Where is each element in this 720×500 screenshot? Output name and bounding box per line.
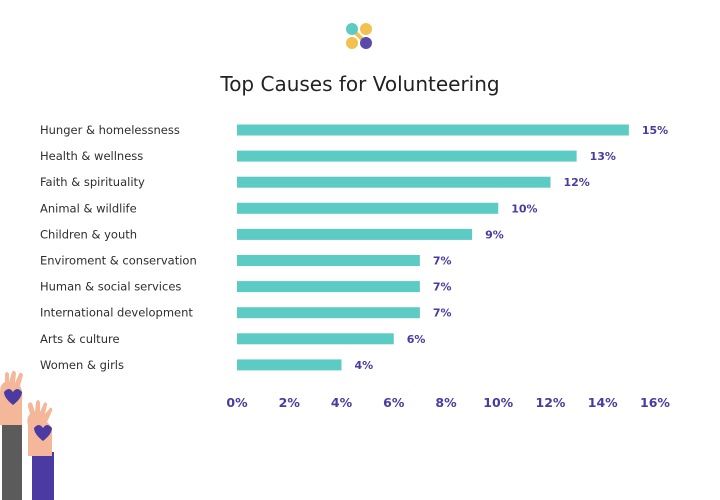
x-tick-label: 8%	[435, 395, 457, 410]
category-label: Arts & culture	[40, 332, 120, 346]
x-tick-label: 6%	[383, 395, 405, 410]
bar-value-label: 15%	[642, 124, 668, 137]
x-tick-label: 2%	[279, 395, 301, 410]
bar	[237, 124, 629, 136]
category-label: Hunger & homelessness	[40, 123, 180, 137]
x-tick-label: 14%	[588, 395, 618, 410]
x-tick-label: 16%	[640, 395, 670, 410]
brand-logo-icon	[346, 23, 372, 49]
category-label: Enviroment & conservation	[40, 254, 197, 268]
x-tick-label: 12%	[536, 395, 566, 410]
category-label: International development	[40, 306, 193, 320]
bar-value-label: 7%	[433, 255, 452, 268]
category-label: Women & girls	[40, 358, 124, 372]
bar	[237, 255, 420, 266]
bar-value-label: 4%	[355, 359, 374, 372]
category-label: Children & youth	[40, 227, 137, 241]
raised-hands-heart-illustration	[0, 370, 54, 500]
bar-value-label: 12%	[564, 176, 590, 189]
x-tick-label: 4%	[331, 395, 353, 410]
bar-value-label: 13%	[590, 150, 616, 163]
x-tick-label: 10%	[483, 395, 513, 410]
bar	[237, 228, 473, 240]
category-label: Animal & wildlife	[40, 201, 137, 215]
bar	[237, 176, 551, 188]
bar	[237, 202, 499, 214]
bar	[237, 359, 342, 371]
chart-title: Top Causes for Volunteering	[220, 72, 500, 96]
x-tick-label: 0%	[226, 395, 248, 410]
bar-chart: Hunger & homelessness 15% Health & wellnes…	[40, 123, 670, 410]
bar-value-label: 7%	[433, 281, 452, 294]
bar	[237, 281, 420, 293]
bar-value-label: 9%	[485, 228, 504, 241]
bar	[237, 307, 420, 319]
bar	[237, 333, 394, 345]
category-label: Faith & spirituality	[40, 175, 145, 189]
bar-value-label: 7%	[433, 307, 452, 320]
category-label: Human & social services	[40, 280, 181, 294]
bar	[237, 150, 577, 162]
bar-value-label: 6%	[407, 333, 426, 346]
bar-value-label: 10%	[511, 202, 537, 215]
category-label: Health & wellness	[40, 149, 143, 163]
